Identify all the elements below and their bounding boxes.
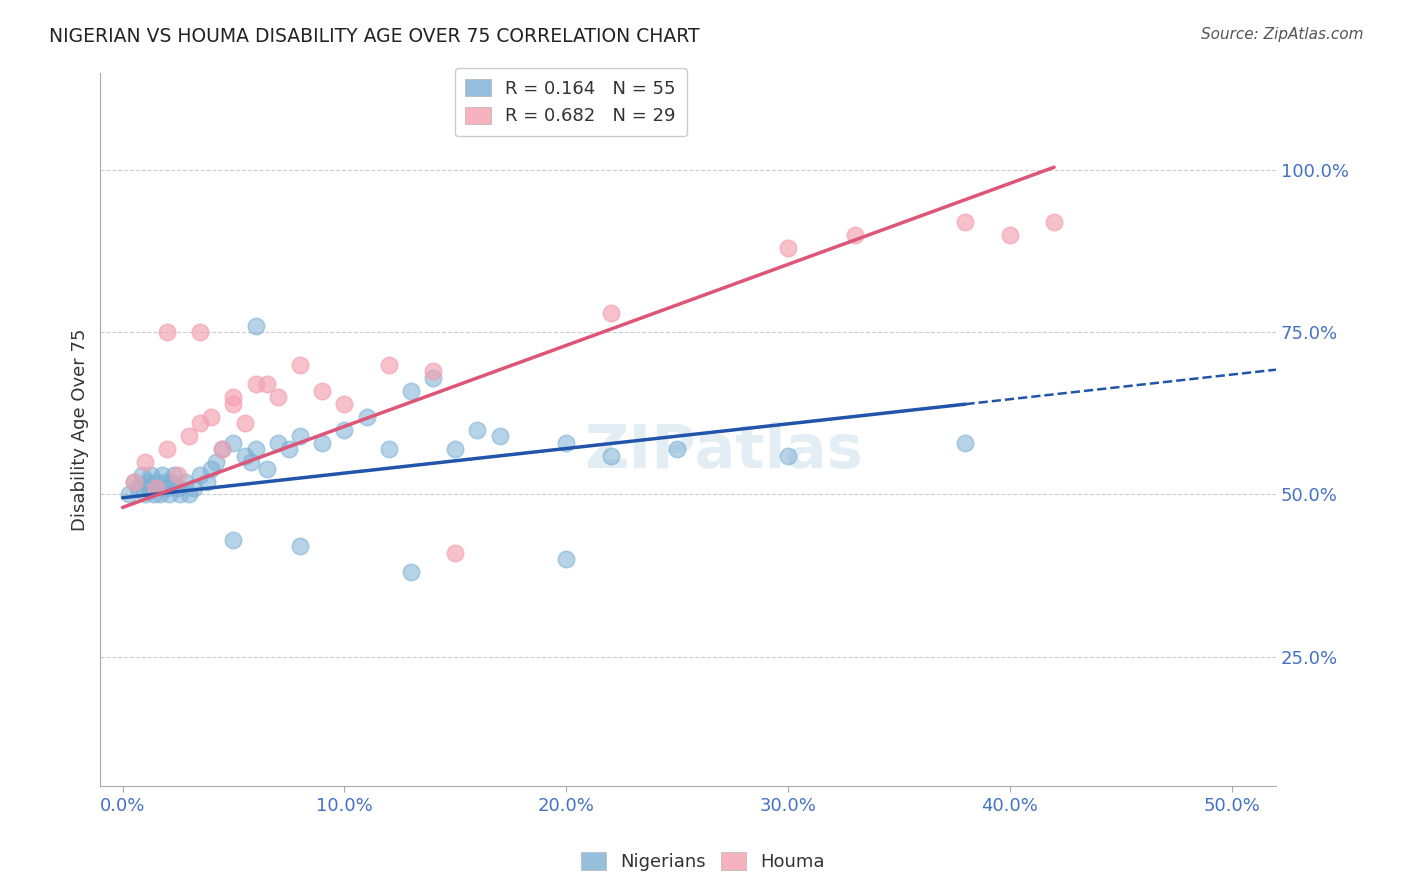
- Legend: Nigerians, Houma: Nigerians, Houma: [574, 846, 832, 879]
- Point: [160, 475, 183, 489]
- Point: [167, 468, 190, 483]
- Point: [277, 442, 299, 457]
- Y-axis label: Disability Age Over 75: Disability Age Over 75: [72, 328, 89, 531]
- Text: NIGERIAN VS HOUMA DISABILITY AGE OVER 75 CORRELATION CHART: NIGERIAN VS HOUMA DISABILITY AGE OVER 75…: [49, 27, 700, 45]
- Point: [555, 552, 578, 566]
- Point: [776, 449, 799, 463]
- Point: [222, 435, 245, 450]
- Point: [122, 475, 145, 489]
- Point: [169, 487, 191, 501]
- Point: [288, 429, 311, 443]
- Point: [222, 397, 245, 411]
- Point: [145, 475, 167, 489]
- Point: [356, 409, 378, 424]
- Point: [233, 416, 256, 430]
- Point: [245, 318, 267, 333]
- Point: [134, 487, 156, 501]
- Point: [267, 435, 290, 450]
- Legend: R = 0.164   N = 55, R = 0.682   N = 29: R = 0.164 N = 55, R = 0.682 N = 29: [454, 68, 686, 136]
- Point: [311, 384, 333, 398]
- Point: [211, 442, 233, 457]
- Point: [955, 435, 977, 450]
- Point: [599, 449, 621, 463]
- Text: Source: ZipAtlas.com: Source: ZipAtlas.com: [1201, 27, 1364, 42]
- Point: [152, 468, 174, 483]
- Point: [422, 371, 444, 385]
- Point: [183, 481, 205, 495]
- Point: [444, 546, 467, 560]
- Point: [422, 364, 444, 378]
- Point: [145, 481, 167, 495]
- Point: [555, 435, 578, 450]
- Point: [377, 358, 399, 372]
- Point: [377, 442, 399, 457]
- Point: [776, 241, 799, 255]
- Point: [844, 228, 866, 243]
- Point: [156, 442, 179, 457]
- Point: [136, 475, 159, 489]
- Point: [138, 481, 160, 495]
- Point: [666, 442, 689, 457]
- Point: [162, 468, 184, 483]
- Point: [188, 468, 211, 483]
- Point: [131, 468, 153, 483]
- Point: [467, 423, 489, 437]
- Point: [245, 377, 267, 392]
- Point: [153, 475, 176, 489]
- Point: [399, 566, 422, 580]
- Point: [156, 481, 179, 495]
- Point: [998, 228, 1021, 243]
- Text: ZIPatlas: ZIPatlas: [583, 422, 863, 481]
- Point: [288, 358, 311, 372]
- Point: [599, 306, 621, 320]
- Point: [195, 475, 218, 489]
- Point: [288, 539, 311, 553]
- Point: [141, 468, 163, 483]
- Point: [146, 481, 169, 495]
- Point: [211, 442, 233, 457]
- Point: [333, 397, 356, 411]
- Point: [118, 487, 141, 501]
- Point: [399, 384, 422, 398]
- Point: [200, 409, 222, 424]
- Point: [188, 416, 211, 430]
- Point: [256, 461, 278, 475]
- Point: [311, 435, 333, 450]
- Point: [233, 449, 256, 463]
- Point: [267, 390, 290, 404]
- Point: [173, 475, 195, 489]
- Point: [167, 481, 190, 495]
- Point: [204, 455, 226, 469]
- Point: [149, 487, 172, 501]
- Point: [444, 442, 467, 457]
- Point: [222, 533, 245, 547]
- Point: [156, 326, 179, 340]
- Point: [127, 481, 149, 495]
- Point: [245, 442, 267, 457]
- Point: [333, 423, 356, 437]
- Point: [240, 455, 263, 469]
- Point: [955, 215, 977, 229]
- Point: [200, 461, 222, 475]
- Point: [157, 487, 180, 501]
- Point: [488, 429, 510, 443]
- Point: [177, 487, 200, 501]
- Point: [177, 429, 200, 443]
- Point: [256, 377, 278, 392]
- Point: [142, 487, 165, 501]
- Point: [188, 326, 211, 340]
- Point: [134, 455, 156, 469]
- Point: [222, 390, 245, 404]
- Point: [122, 475, 145, 489]
- Point: [1043, 215, 1066, 229]
